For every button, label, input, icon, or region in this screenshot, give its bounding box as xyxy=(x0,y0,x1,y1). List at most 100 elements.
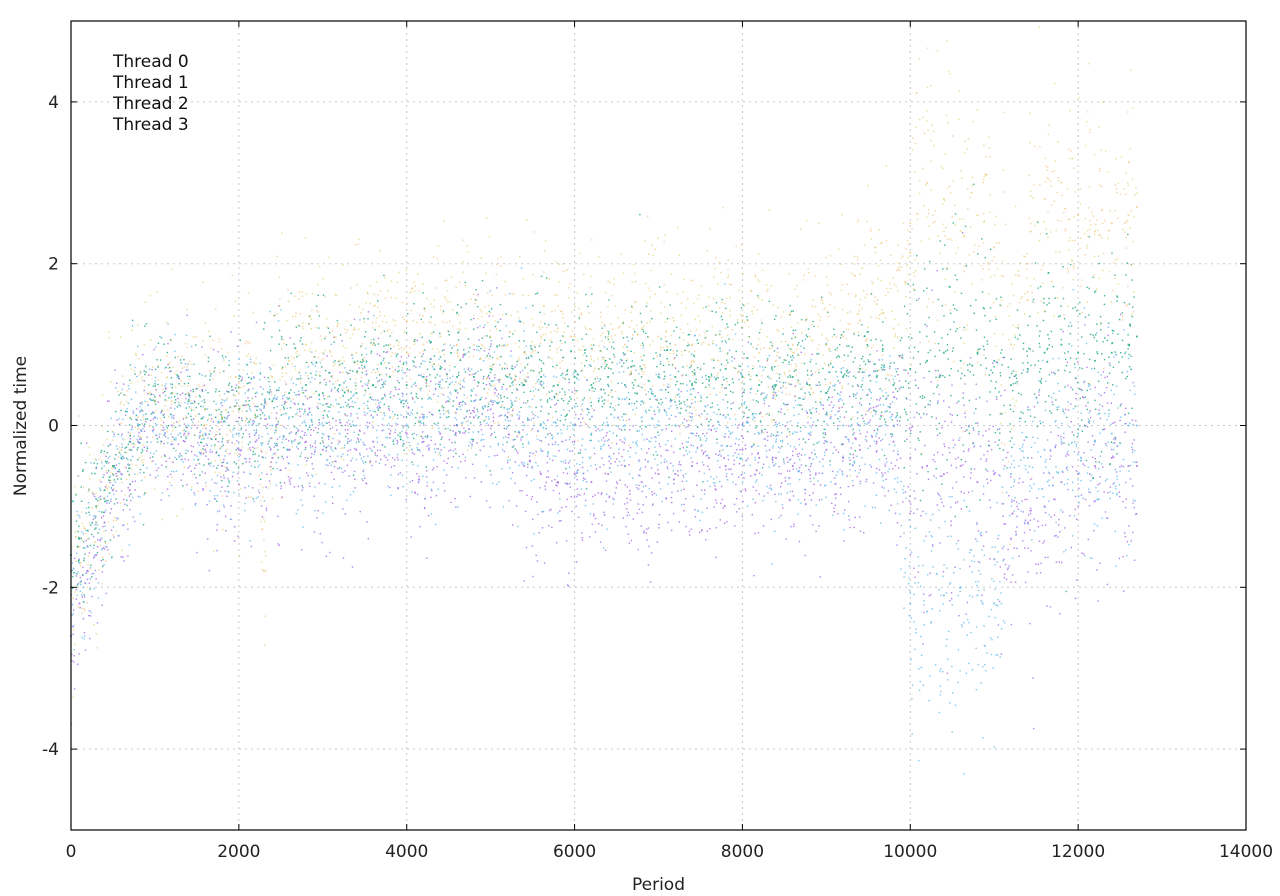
data-point xyxy=(850,351,852,353)
data-point xyxy=(268,393,271,395)
data-point xyxy=(245,461,247,463)
data-point xyxy=(204,375,207,377)
data-point xyxy=(486,355,489,357)
data-point xyxy=(624,428,626,431)
data-point xyxy=(1108,409,1110,411)
data-point xyxy=(879,418,881,420)
data-point xyxy=(183,358,185,361)
data-point xyxy=(446,400,449,402)
data-point xyxy=(763,402,766,405)
data-point xyxy=(261,393,263,395)
data-point xyxy=(1020,411,1022,413)
data-point xyxy=(566,482,569,485)
data-point xyxy=(531,348,533,351)
data-point xyxy=(216,482,218,485)
data-point xyxy=(367,311,370,313)
data-point xyxy=(868,408,870,410)
data-point xyxy=(82,617,85,620)
data-point xyxy=(536,292,539,294)
data-point xyxy=(246,410,248,412)
data-point xyxy=(431,413,433,416)
data-point xyxy=(1066,452,1068,455)
data-point xyxy=(266,391,269,393)
data-point xyxy=(863,532,865,534)
data-point xyxy=(248,461,251,463)
data-point xyxy=(625,360,628,362)
data-point xyxy=(914,497,916,500)
data-point xyxy=(299,375,302,377)
data-point xyxy=(700,397,702,399)
data-point xyxy=(538,372,541,374)
data-point xyxy=(370,350,373,352)
data-point xyxy=(949,451,951,454)
data-point xyxy=(318,315,321,317)
data-point xyxy=(997,537,999,540)
data-point xyxy=(472,400,475,403)
data-point xyxy=(187,369,189,371)
data-point xyxy=(687,334,690,336)
data-point xyxy=(303,420,305,422)
data-point xyxy=(782,333,784,335)
data-point xyxy=(268,398,271,400)
data-point xyxy=(109,512,112,514)
data-point xyxy=(725,307,727,310)
data-point xyxy=(200,441,203,444)
data-point xyxy=(443,490,446,492)
data-point xyxy=(925,535,927,537)
data-point xyxy=(885,478,887,481)
data-point xyxy=(263,405,266,407)
data-point xyxy=(91,573,93,575)
data-point xyxy=(773,391,775,393)
data-point xyxy=(104,525,106,527)
data-point xyxy=(470,422,472,424)
data-point xyxy=(880,367,883,369)
data-point xyxy=(1050,412,1053,414)
data-point xyxy=(673,330,675,332)
data-point xyxy=(110,529,113,531)
data-point xyxy=(705,455,708,457)
data-point xyxy=(217,454,220,457)
data-point xyxy=(346,405,348,407)
data-point xyxy=(258,435,260,437)
data-point xyxy=(1132,502,1134,504)
data-point xyxy=(600,396,603,398)
data-point xyxy=(1077,451,1080,453)
data-point xyxy=(480,429,483,431)
data-point xyxy=(674,376,677,378)
data-point xyxy=(318,393,320,396)
data-point xyxy=(225,530,227,532)
data-point xyxy=(637,488,640,490)
data-point xyxy=(223,393,226,395)
data-point xyxy=(124,410,127,413)
data-point xyxy=(89,544,92,547)
data-point xyxy=(91,521,94,524)
data-point xyxy=(1116,296,1119,298)
data-point xyxy=(148,368,151,370)
data-point xyxy=(952,304,955,306)
data-point xyxy=(252,423,255,425)
data-point xyxy=(837,392,839,395)
data-point xyxy=(322,417,325,419)
data-point xyxy=(999,304,1001,306)
data-point xyxy=(122,524,124,527)
data-point xyxy=(1040,378,1043,380)
data-point xyxy=(909,512,911,515)
data-point xyxy=(109,455,111,458)
data-point xyxy=(173,396,176,398)
data-point xyxy=(898,354,900,357)
data-point xyxy=(348,372,350,375)
data-point xyxy=(730,468,732,470)
data-point xyxy=(109,481,111,484)
data-point xyxy=(590,384,593,386)
data-point xyxy=(938,393,940,396)
data-point xyxy=(475,289,477,291)
data-point xyxy=(507,433,510,436)
data-point xyxy=(260,403,263,405)
data-point xyxy=(95,578,97,580)
data-point xyxy=(878,399,881,401)
data-point xyxy=(688,333,691,336)
data-point xyxy=(510,350,512,352)
data-point xyxy=(227,411,230,414)
data-point xyxy=(190,402,192,404)
data-point xyxy=(227,469,230,472)
